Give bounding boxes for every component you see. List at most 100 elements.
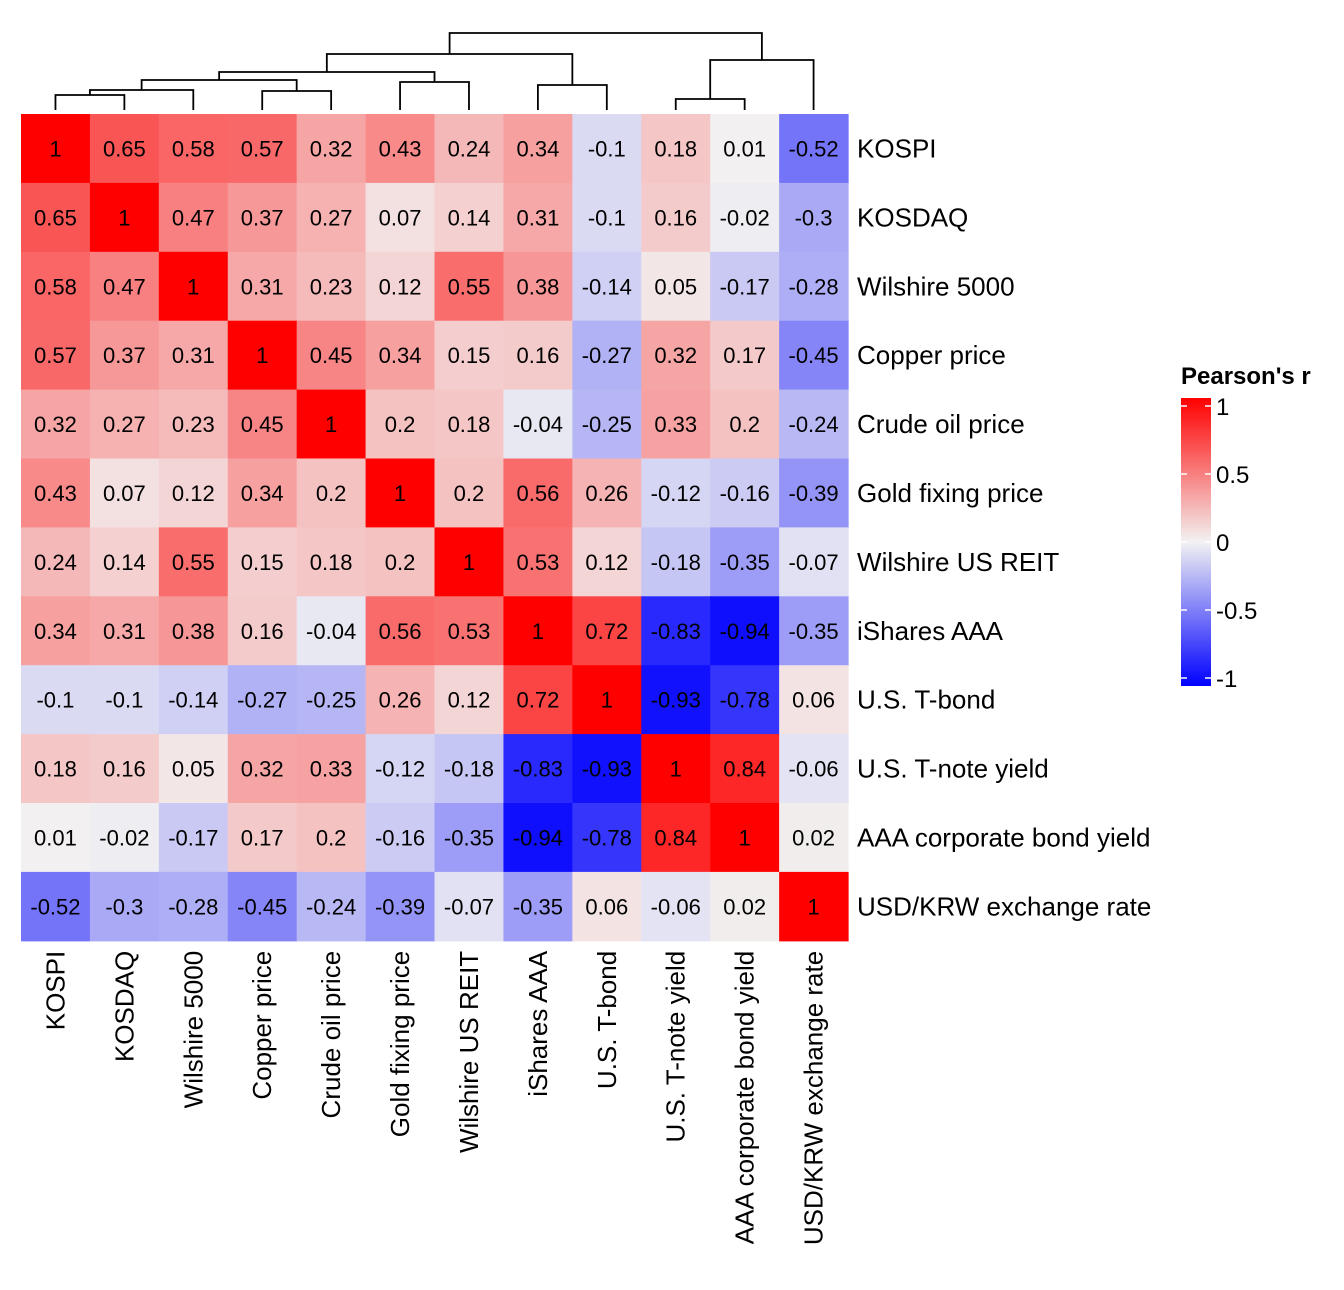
heatmap-cell — [434, 182, 505, 253]
heatmap-cell — [779, 251, 849, 322]
column-label: USD/KRW exchange rate — [799, 951, 829, 1245]
heatmap-cell — [779, 803, 849, 873]
cell-value-label: -0.25 — [306, 688, 356, 713]
cell-value-label: -0.12 — [651, 481, 701, 506]
cell-value-label: 0.45 — [241, 412, 284, 437]
cell-value-label: -0.07 — [789, 550, 839, 575]
row-labels: KOSPI KOSDAQ Wilshire 5000 Copper price Crud… — [857, 133, 1151, 921]
heatmap-cell — [503, 665, 573, 735]
heatmap-cell — [503, 389, 573, 460]
cell-value-label: 1 — [670, 757, 682, 782]
heatmap-cell — [296, 251, 367, 322]
cell-value-label: -0.07 — [444, 894, 494, 919]
heatmap-cell — [227, 871, 298, 942]
cell-value-label: 0.65 — [34, 205, 77, 230]
heatmap-cell — [572, 734, 642, 804]
cell-value-label: 0.55 — [448, 274, 491, 299]
cell-value-label: -0.24 — [789, 412, 839, 437]
row-label: iShares AAA — [857, 616, 1004, 646]
legend-tick-label: -0.5 — [1216, 598, 1257, 625]
heatmap-cell — [89, 527, 160, 597]
heatmap-cell — [89, 458, 160, 528]
cell-value-label: 0.72 — [516, 688, 559, 713]
cell-value-label: -0.52 — [789, 136, 839, 161]
cell-value-label: -0.16 — [720, 481, 770, 506]
cell-value-label: 0.31 — [172, 343, 215, 368]
heatmap-cell — [89, 734, 160, 804]
cell-value-label: 0.24 — [34, 550, 77, 575]
cell-value-label: 0.2 — [454, 481, 485, 506]
cell-value-label: -0.78 — [582, 825, 632, 850]
cell-value-label: 1 — [463, 550, 475, 575]
cell-value-label: -0.94 — [720, 619, 770, 644]
dendrogram-branch — [261, 90, 333, 110]
heatmap-cell — [710, 114, 780, 184]
heatmap-cell — [21, 803, 91, 873]
cell-value-label: 0.17 — [241, 825, 284, 850]
heatmap-cell — [158, 596, 229, 666]
heatmap-cell — [21, 114, 91, 184]
cell-value-label: 0.12 — [379, 274, 422, 299]
heatmap-cell — [572, 114, 642, 184]
row-label: Crude oil price — [857, 409, 1025, 439]
heatmap-cell — [710, 251, 780, 322]
heatmap-cell — [503, 596, 573, 666]
cell-value-label: -0.94 — [513, 825, 563, 850]
heatmap-cell — [21, 871, 91, 942]
column-dendrogram — [54, 32, 815, 110]
heatmap-cell — [434, 389, 505, 460]
heatmap-cell — [227, 389, 298, 460]
heatmap-cell — [434, 458, 505, 528]
heatmap-cell — [296, 458, 367, 528]
column-labels: KOSPI KOSDAQ Wilshire 5000 Copper price Crud… — [40, 950, 828, 1245]
heatmap-cell — [158, 871, 229, 942]
cell-value-label: -0.27 — [582, 343, 632, 368]
column-label: KOSDAQ — [109, 951, 139, 1062]
row-label: Wilshire US REIT — [857, 547, 1059, 577]
cell-value-label: -0.28 — [789, 274, 839, 299]
cell-value-label: 0.34 — [516, 136, 559, 161]
row-label: USD/KRW exchange rate — [857, 891, 1151, 921]
dendrogram-branch — [448, 32, 763, 60]
heatmap-cell — [21, 596, 91, 666]
column-label: Crude oil price — [316, 951, 346, 1119]
cell-value-label: -0.35 — [513, 894, 563, 919]
heatmap-cell — [572, 389, 642, 460]
heatmap-cell — [710, 527, 780, 597]
heatmap-cell — [158, 251, 229, 322]
cell-value-label: 0.16 — [241, 619, 284, 644]
cell-value-label: 0.32 — [654, 343, 697, 368]
cell-value-label: 0.34 — [34, 619, 77, 644]
cell-value-label: -0.45 — [789, 343, 839, 368]
heatmap-cell — [365, 665, 436, 735]
heatmap-cell — [779, 527, 849, 597]
row-label: U.S. T-note yield — [857, 754, 1049, 784]
heatmap-cell — [434, 734, 505, 804]
cell-value-label: 0.31 — [241, 274, 284, 299]
heatmap-cell — [158, 734, 229, 804]
heatmap-cell — [21, 734, 91, 804]
cell-value-label: 0.31 — [516, 205, 559, 230]
heatmap-cell — [503, 803, 573, 873]
heatmap-cell — [365, 734, 436, 804]
cell-value-label: 0.84 — [723, 757, 766, 782]
heatmap-cell — [779, 665, 849, 735]
heatmap-cell — [21, 458, 91, 528]
legend-tick-label: 0 — [1216, 530, 1229, 557]
cell-value-label: 0.07 — [103, 481, 146, 506]
cell-value-label: 0.16 — [103, 757, 146, 782]
cell-value-label: 0.45 — [310, 343, 353, 368]
cell-value-label: 0.58 — [172, 136, 215, 161]
heatmap-cell — [641, 803, 711, 873]
cell-value-label: 0.02 — [792, 825, 835, 850]
column-label: Wilshire 5000 — [178, 951, 208, 1109]
cell-value-label: 1 — [739, 825, 751, 850]
heatmap-cell — [710, 596, 780, 666]
cell-value-label: 1 — [49, 136, 61, 161]
heatmap-cell — [21, 320, 91, 391]
heatmap-cell — [572, 665, 642, 735]
cell-value-label: -0.28 — [168, 894, 218, 919]
cell-value-label: 0.01 — [34, 825, 77, 850]
heatmap-cell — [503, 182, 573, 253]
cell-value-label: 0.27 — [103, 412, 146, 437]
